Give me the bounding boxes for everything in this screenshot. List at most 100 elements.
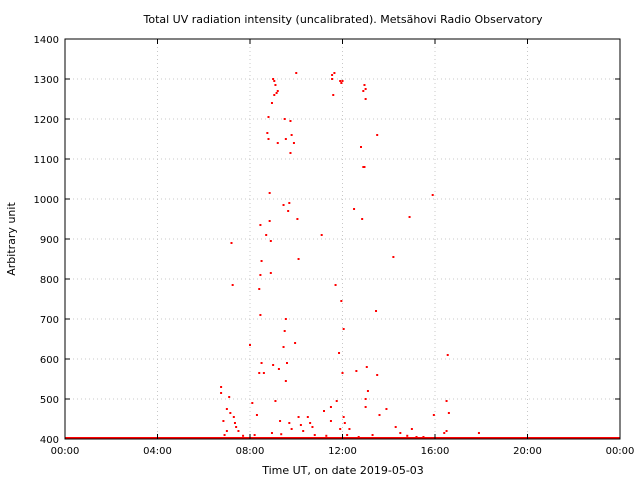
data-point	[364, 98, 367, 100]
y-tick-label: 500	[40, 395, 59, 406]
x-tick-label: 04:00	[143, 446, 172, 457]
data-point	[279, 420, 282, 422]
data-point	[362, 166, 365, 168]
data-point	[376, 374, 379, 376]
data-point	[341, 80, 344, 82]
y-tick-label: 600	[40, 355, 59, 366]
grid	[65, 39, 620, 439]
data-point	[446, 354, 449, 356]
y-tick-label: 1100	[34, 155, 59, 166]
data-point	[249, 344, 251, 346]
data-point	[331, 74, 334, 76]
data-point	[311, 426, 314, 428]
data-point	[277, 368, 280, 370]
data-point	[363, 166, 366, 168]
data-point	[283, 118, 286, 120]
y-tick-label: 800	[40, 275, 59, 286]
data-point	[342, 328, 345, 330]
y-tick-label: 1200	[34, 115, 59, 126]
data-point	[276, 90, 279, 92]
data-point	[375, 310, 378, 312]
data-point	[447, 412, 450, 414]
data-point	[229, 412, 232, 414]
data-point	[280, 433, 283, 436]
data-point	[339, 428, 342, 430]
data-point	[282, 204, 285, 206]
data-point	[235, 426, 238, 428]
data-point	[272, 364, 275, 366]
data-point	[275, 92, 278, 94]
data-point	[364, 406, 367, 408]
data-point	[364, 88, 367, 90]
data-point	[259, 274, 262, 276]
data-point	[290, 134, 293, 136]
data-point	[222, 420, 225, 422]
data-point	[338, 352, 341, 354]
data-point	[408, 216, 411, 218]
data-point	[296, 218, 299, 220]
data-point	[284, 138, 287, 140]
y-tick-label: 700	[40, 315, 59, 326]
data-point	[477, 432, 480, 434]
y-axis: 400 500 600 700 800 900 1000 1100 1200 1300 1400	[34, 35, 620, 446]
data-point	[223, 434, 226, 436]
data-point	[220, 386, 223, 388]
data-point	[333, 72, 336, 74]
data-point	[431, 194, 434, 196]
data-point	[340, 82, 343, 84]
data-point	[295, 72, 298, 74]
data-point	[355, 370, 358, 372]
x-tick-label: 12:00	[328, 446, 357, 457]
data-point	[268, 192, 271, 194]
data-point	[297, 416, 300, 418]
y-tick-label: 900	[40, 235, 59, 246]
data-point	[273, 80, 276, 82]
data-point	[282, 346, 285, 348]
x-axis: 00:00 04:00 08:00 12:00 16:00 20:00 00:00	[51, 39, 634, 457]
data-point	[251, 402, 254, 404]
data-point	[262, 372, 265, 374]
y-tick-label: 1300	[34, 75, 59, 86]
data-point	[260, 260, 263, 262]
y-axis-label: Arbitrary unit	[5, 202, 18, 276]
data-point	[267, 116, 270, 118]
x-tick-label: 00:00	[51, 446, 80, 457]
data-point	[297, 258, 300, 260]
data-point	[299, 424, 302, 426]
data-point	[399, 432, 402, 434]
data-point	[366, 390, 369, 392]
y-tick-label: 1000	[34, 195, 59, 206]
data-point	[255, 414, 258, 416]
y-tick-label: 400	[40, 435, 59, 446]
data-point	[237, 430, 240, 432]
data-point	[342, 416, 345, 418]
data-point	[287, 210, 290, 212]
data-point	[392, 256, 395, 258]
data-point	[341, 372, 344, 374]
data-point	[325, 434, 328, 437]
data-point	[348, 428, 351, 430]
data-point	[253, 434, 256, 436]
data-point	[361, 218, 364, 220]
data-point	[231, 284, 234, 286]
data-point	[332, 94, 335, 96]
data-point	[335, 400, 338, 402]
data-point	[267, 138, 270, 140]
data-point	[288, 422, 291, 424]
data-point	[292, 142, 295, 144]
data-point	[445, 400, 448, 402]
data-point	[225, 430, 228, 432]
x-tick-label: 16:00	[421, 446, 450, 457]
data-point	[360, 146, 362, 148]
data-point	[242, 434, 245, 437]
data-point	[406, 434, 409, 437]
data-point	[346, 434, 349, 436]
x-tick-label: 08:00	[236, 446, 265, 457]
data-point	[340, 300, 343, 302]
data-point	[313, 434, 316, 436]
data-point	[371, 434, 374, 436]
data-point	[410, 428, 413, 430]
data-point	[228, 396, 231, 398]
data-point	[376, 134, 379, 136]
